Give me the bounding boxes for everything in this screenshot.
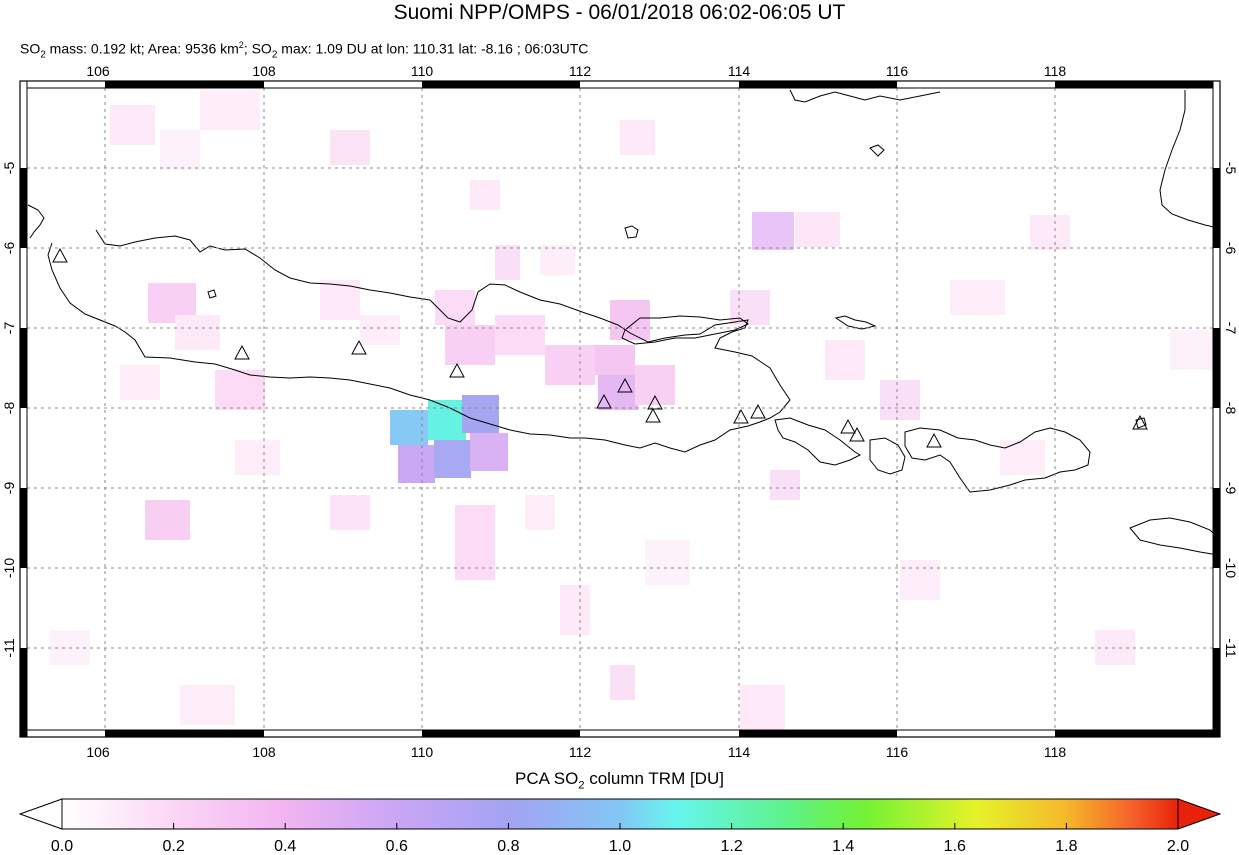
triangle-outline-icon	[617, 377, 633, 393]
subtitle-so2: SO	[20, 40, 41, 57]
lon-label: 116	[886, 63, 909, 79]
lon-label: 106	[86, 744, 110, 760]
lat-label: -10	[1223, 558, 1239, 578]
colorbar-tick-label: 0.2	[162, 838, 184, 855]
map-figure: 106 108 110 112 114 116 118 106 108 110 …	[1, 63, 1239, 760]
lon-label: 108	[252, 744, 276, 760]
lat-label: -10	[1, 558, 17, 578]
lombok-coastline	[869, 437, 906, 475]
lon-label: 112	[569, 63, 592, 79]
map-subtitle: SO2 mass: 0.192 kt; Area: 9536 km2; SO2 …	[20, 36, 588, 64]
triangle-outline-icon	[351, 339, 367, 355]
so2-pixel-layer	[50, 90, 1215, 730]
colorbar-tick-label: 0.4	[274, 838, 296, 855]
triangle-outline-icon	[926, 432, 942, 448]
bawean-island	[869, 144, 885, 157]
triangle-outline-icon	[647, 394, 663, 410]
small-island-a	[207, 289, 217, 299]
bali-coastline	[774, 417, 862, 466]
lon-label: 112	[569, 744, 592, 760]
triangle-outline-icon	[234, 344, 250, 360]
triangle-outline-icon	[596, 393, 612, 409]
small-island-b	[1135, 417, 1147, 429]
volcano-markers	[52, 247, 1148, 448]
colorbar-title-b: column TRM [DU]	[584, 769, 724, 788]
borneo-coastline	[1159, 90, 1219, 229]
lon-label: 116	[886, 744, 909, 760]
triangle-outline-icon	[849, 426, 865, 442]
colorbar-tick-label: 1.0	[609, 838, 631, 855]
triangle-outline-icon	[733, 408, 749, 424]
subtitle-mass: mass: 0.192 kt; Area: 9536 km	[45, 40, 239, 57]
lon-label: 114	[728, 63, 751, 79]
lat-label: -6	[1, 242, 17, 255]
colorbar-tick-label: 0.0	[51, 838, 73, 855]
lon-label: 108	[252, 63, 276, 79]
lat-label: -6	[1223, 242, 1239, 255]
colorbar-over-arrow	[1177, 798, 1222, 830]
karimunjawa-island	[624, 225, 639, 239]
triangle-outline-icon	[645, 407, 661, 423]
subtitle-rest: max: 1.09 DU at lon: 110.31 lat: -8.16 ;…	[277, 40, 589, 57]
lat-label: -7	[1223, 322, 1239, 335]
colorbar-tick-label: 1.4	[832, 838, 854, 855]
kangean-islands	[834, 315, 877, 330]
triangle-outline-icon	[1132, 414, 1148, 430]
lat-labels-right: -5 -6 -7 -8 -9 -10 -11	[1223, 162, 1239, 658]
lon-labels-bottom: 106 108 110 112 114 116 118	[86, 744, 1066, 760]
map-title: Suomi NPP/OMPS - 06/01/2018 06:02-06:05 …	[393, 1, 846, 24]
colorbar-tick-labels: 0.0 0.2 0.4 0.6 0.8 1.0 1.2 1.4 1.6 1.8 …	[51, 838, 1189, 855]
triangle-outline-icon	[750, 403, 766, 419]
colorbar: 0.0 0.2 0.4 0.6 0.8 1.0 1.2 1.4 1.6 1.8 …	[18, 798, 1222, 855]
lon-label: 118	[1044, 63, 1067, 79]
colorbar-title: PCA SO2 column TRM [DU]	[0, 768, 1239, 796]
subtitle-sup: 2	[238, 40, 244, 50]
colorbar-tick-label: 1.6	[944, 838, 966, 855]
colorbar-tick-label: 0.6	[386, 838, 408, 855]
triangle-outline-icon	[52, 247, 68, 263]
sumatra-coast	[27, 204, 45, 239]
colorbar-title-a: PCA SO	[515, 769, 579, 788]
colorbar-ticks	[61, 823, 1179, 829]
lon-label: 114	[728, 744, 751, 760]
colorbar-under-arrow	[18, 798, 63, 830]
lat-label: -8	[1, 402, 17, 415]
colorbar-tick-label: 2.0	[1167, 838, 1189, 855]
madura-coastline	[621, 315, 749, 345]
colorbar-tick-label: 0.8	[497, 838, 519, 855]
lat-label: -11	[1223, 638, 1239, 657]
lat-labels-left: -5 -6 -7 -8 -9 -10 -11	[1, 162, 17, 658]
subtitle-sep: ; SO	[243, 40, 272, 57]
subtitle-sub-b: 2	[271, 49, 278, 61]
lon-label: 110	[411, 744, 434, 760]
lat-label: -9	[1223, 482, 1239, 495]
lat-label: -5	[1223, 162, 1239, 175]
sumbawa-coastline	[904, 427, 1091, 493]
lon-labels-top: 106 108 110 112 114 116 118	[86, 63, 1066, 79]
colorbar-tick-label: 1.2	[720, 838, 742, 855]
graticule	[20, 88, 1220, 737]
lon-label: 106	[86, 63, 110, 79]
lon-label: 110	[411, 63, 434, 79]
colorbar-tick-label: 1.8	[1055, 838, 1077, 855]
map-frame	[19, 80, 1221, 738]
triangle-outline-icon	[840, 418, 856, 434]
lat-label: -11	[1, 638, 17, 657]
colorbar-title-sub: 2	[578, 779, 585, 792]
lat-label: -8	[1223, 402, 1239, 415]
lat-label: -7	[1, 322, 17, 335]
lat-label: -9	[1, 482, 17, 495]
java-coastline	[47, 229, 791, 453]
coastline-layer	[27, 89, 1219, 556]
sumba-coastline	[1129, 517, 1219, 556]
borneo-north-coast	[789, 89, 941, 103]
lat-label: -5	[1, 162, 17, 175]
triangle-outline-icon	[449, 362, 465, 378]
subtitle-sub: 2	[40, 49, 46, 61]
lon-label: 118	[1044, 744, 1067, 760]
